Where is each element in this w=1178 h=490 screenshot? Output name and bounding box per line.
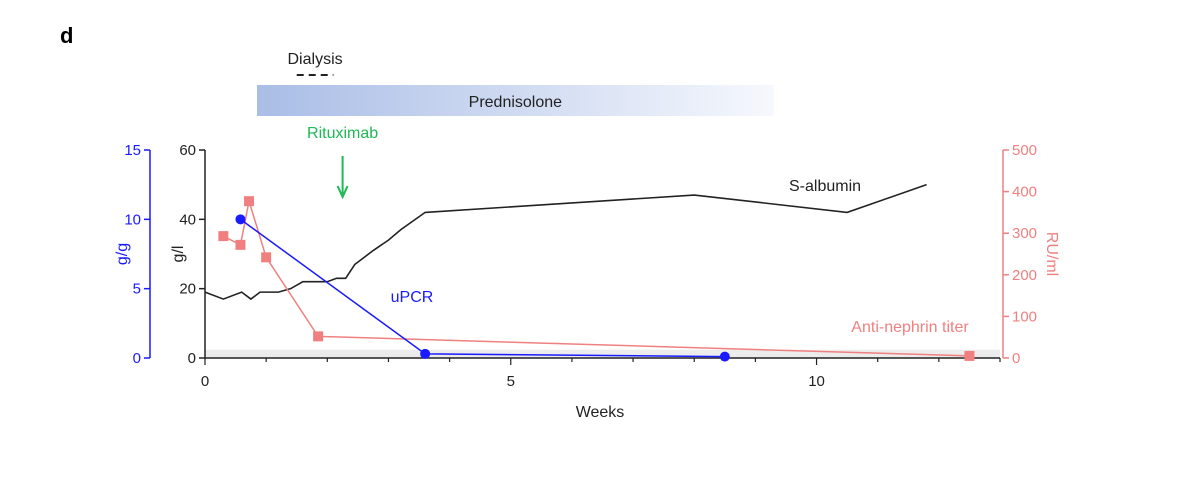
reference-band: [205, 349, 1000, 358]
x-axis-label: Weeks: [576, 404, 625, 421]
left_inner-tick-label: 0: [188, 350, 196, 367]
series-anti-nephrin-titer: Anti-nephrin titer: [218, 196, 975, 361]
left_outer-tick-label: 0: [133, 350, 141, 367]
upcr-series-label: uPCR: [391, 289, 434, 306]
left_outer-tick-label: 10: [124, 211, 141, 228]
right-axis-label: RU/ml: [1043, 232, 1060, 276]
upcr-line: [240, 218, 725, 358]
dialysis-label: Dialysis: [288, 51, 343, 68]
right-tick-label: 0: [1012, 350, 1020, 367]
x-tick-label: 0: [201, 373, 209, 390]
left_outer-tick-label: 5: [133, 281, 141, 298]
series-s-albumin: S-albumin: [204, 178, 927, 301]
upcr-point: [235, 214, 246, 225]
prednisolone-label: Prednisolone: [469, 94, 563, 111]
right-tick-label: 300: [1012, 225, 1037, 242]
upcr-point: [420, 348, 431, 359]
left_inner-tick-label: 60: [179, 142, 196, 159]
s-albumin-line: [204, 183, 927, 301]
rituximab-arrow-head: [336, 185, 349, 200]
x-tick-label: 5: [507, 373, 515, 390]
left_outer-tick-label: 15: [124, 142, 141, 159]
left_inner-tick-label: 20: [179, 281, 196, 298]
left_outer-axis-label: g/g: [114, 243, 131, 265]
right-axis: 0 100 200 300 400 500 RU/ml: [1002, 142, 1060, 367]
right-tick-label: 100: [1012, 308, 1037, 325]
anti-nephrin-titer-point: [313, 331, 324, 342]
rituximab-label: Rituximab: [307, 125, 378, 142]
right-tick-label: 200: [1012, 267, 1037, 284]
upcr-point: [719, 351, 730, 362]
prednisolone-bar: [256, 85, 774, 116]
anti-nephrin-titer-point: [218, 231, 229, 242]
axes: 051015g/g0204060g/l0100200300400500RU/ml…: [114, 142, 1060, 390]
anti-nephrin-titer-series-label: Anti-nephrin titer: [851, 319, 969, 336]
left_inner-axis-label: g/l: [170, 246, 187, 263]
treatment-timeline: Prednisolone Dialysis Rituximab: [256, 51, 774, 200]
left_inner-tick-label: 40: [179, 211, 196, 228]
x-tick-label: 10: [808, 373, 825, 390]
anti-nephrin-titer-point: [261, 252, 272, 263]
anti-nephrin-titer-point: [964, 350, 975, 361]
right-tick-label: 400: [1012, 184, 1037, 201]
left-inner-axis: 0 20 40 60 g/l: [170, 142, 206, 367]
left-outer-axis: 0 5 10 15 g/g: [114, 142, 151, 367]
x-axis: 0 5 10: [201, 357, 1001, 390]
anti-nephrin-titer-point: [235, 239, 246, 250]
panel-letter: d: [60, 23, 73, 48]
series-layer: S-albumin Anti-nephrin titer uPCR: [204, 178, 975, 362]
s-albumin-series-label: S-albumin: [789, 178, 861, 195]
right-tick-label: 500: [1012, 142, 1037, 159]
anti-nephrin-titer-point: [244, 196, 255, 207]
series-upcr: uPCR: [235, 214, 730, 362]
